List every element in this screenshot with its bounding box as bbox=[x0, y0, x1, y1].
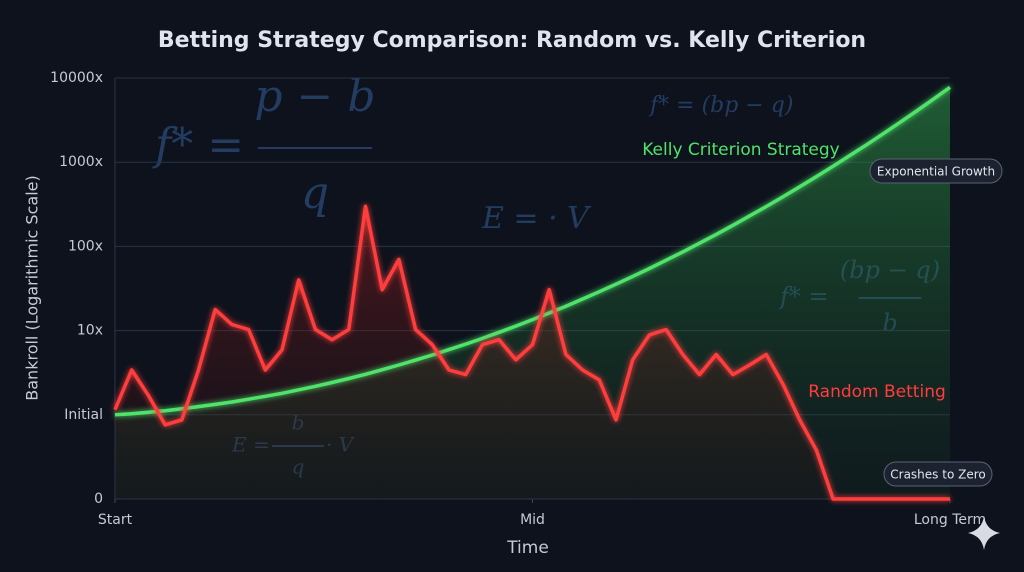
chart-title: Betting Strategy Comparison: Random vs. … bbox=[158, 28, 866, 53]
callout-box bbox=[883, 461, 993, 487]
areas bbox=[115, 87, 950, 500]
area bbox=[115, 206, 950, 499]
y-tick-label: 1000x bbox=[59, 154, 103, 170]
callout-box bbox=[869, 158, 1003, 184]
callout-text: Exponential Growth bbox=[877, 165, 995, 179]
legend-label: Kelly Criterion Strategy bbox=[642, 140, 840, 160]
y-tick-label: Initial bbox=[64, 407, 103, 423]
formula: f* = (bp − q) bbox=[648, 93, 793, 118]
formula-denominator: q bbox=[301, 168, 329, 219]
line bbox=[114, 85, 952, 417]
x-tick-label: Start bbox=[98, 512, 133, 528]
y-tick-label: 0 bbox=[94, 491, 103, 507]
y-tick-label: 10000x bbox=[50, 70, 103, 86]
callout-text: Crashes to Zero bbox=[890, 468, 985, 482]
sparkle-icon bbox=[968, 516, 1000, 550]
x-tick-label: Long Term bbox=[914, 512, 986, 528]
y-tick-label: 10x bbox=[77, 323, 103, 339]
formula: f* = bbox=[152, 120, 244, 171]
formula: E = · V bbox=[481, 201, 592, 236]
y-tick-label: 100x bbox=[68, 238, 103, 254]
x-tick-label: Mid bbox=[520, 512, 545, 528]
legend-label: Random Betting bbox=[808, 382, 946, 402]
line bbox=[113, 204, 950, 501]
formula-numerator: p − b bbox=[254, 71, 375, 122]
lines bbox=[113, 85, 952, 501]
labels: 0 Initial 10x 100x 1000x 10000x Start Mid Long T… bbox=[50, 70, 1003, 528]
x-axis-label: Time bbox=[506, 538, 549, 558]
y-axis-label: Bankroll (Logarithmic Scale) bbox=[23, 175, 42, 400]
